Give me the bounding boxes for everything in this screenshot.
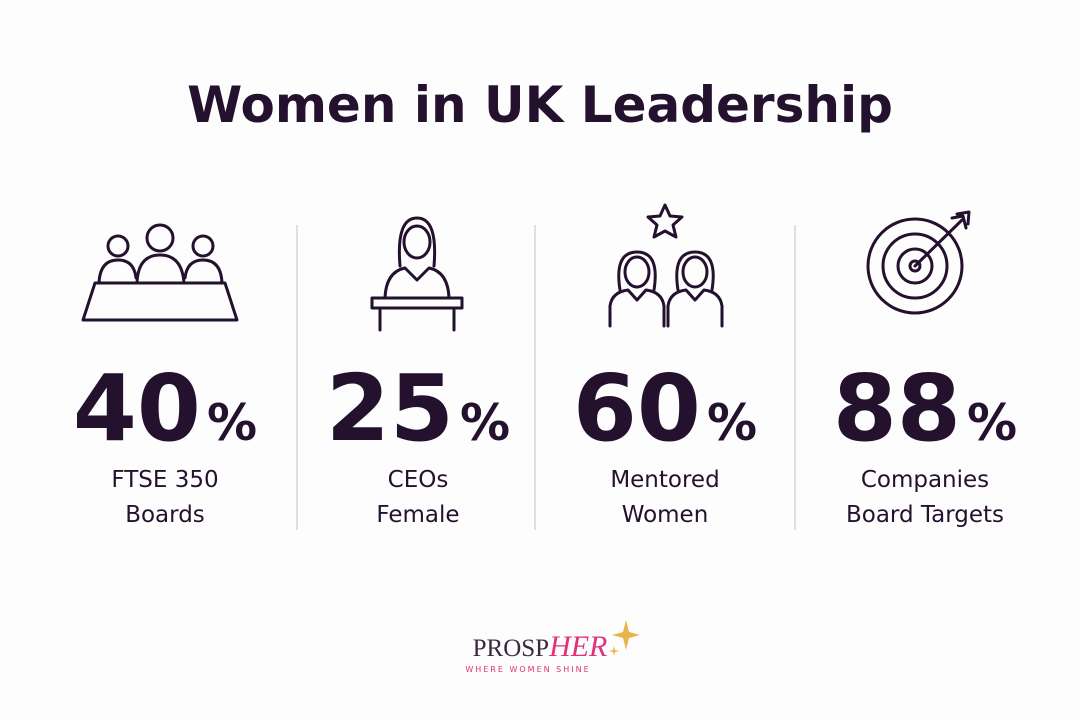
stat-unit: % (707, 394, 757, 452)
mentor-icon (608, 203, 724, 328)
stat-unit: % (967, 394, 1017, 452)
stat-number: 88% (833, 355, 1017, 462)
stat-label: Boards (125, 502, 205, 528)
stat-label: FTSE 350 (111, 467, 218, 493)
stat-value: 88 (833, 355, 961, 462)
ceo-icon (370, 216, 464, 332)
stat-label: Companies (861, 467, 989, 493)
sparkle (609, 646, 619, 656)
stat-label: Board Targets (846, 502, 1004, 528)
stat-unit: % (207, 394, 257, 452)
stat-label: CEOs (388, 467, 449, 493)
stat-number: 60% (573, 355, 757, 462)
logo-tagline: WHERE WOMEN SHINE (465, 665, 590, 674)
logo: PROSPHER WHERE WOMEN SHINE (465, 620, 640, 674)
sparkle (612, 620, 640, 650)
stat-value: 40 (73, 355, 201, 462)
logo-end: HER (548, 630, 607, 663)
stat-unit: % (460, 394, 510, 452)
stat-value: 25 (326, 355, 454, 462)
stat-label: Female (376, 502, 459, 528)
stat-label: Mentored (610, 467, 719, 493)
stat-number: 25% (326, 355, 510, 462)
board-icon (81, 223, 239, 322)
stat-value: 60 (573, 355, 701, 462)
logo-name: PROSPHER (473, 630, 608, 663)
target-icon (866, 210, 971, 315)
logo-start: PROSP (473, 635, 549, 662)
title: Women in UK Leadership (187, 76, 893, 134)
stat-label: Women (622, 502, 709, 528)
stat-number: 40% (73, 355, 257, 462)
stats: 40 % FTSE 350 Boards 25 % CEOs Female 60 % Mentore… (73, 355, 1017, 528)
